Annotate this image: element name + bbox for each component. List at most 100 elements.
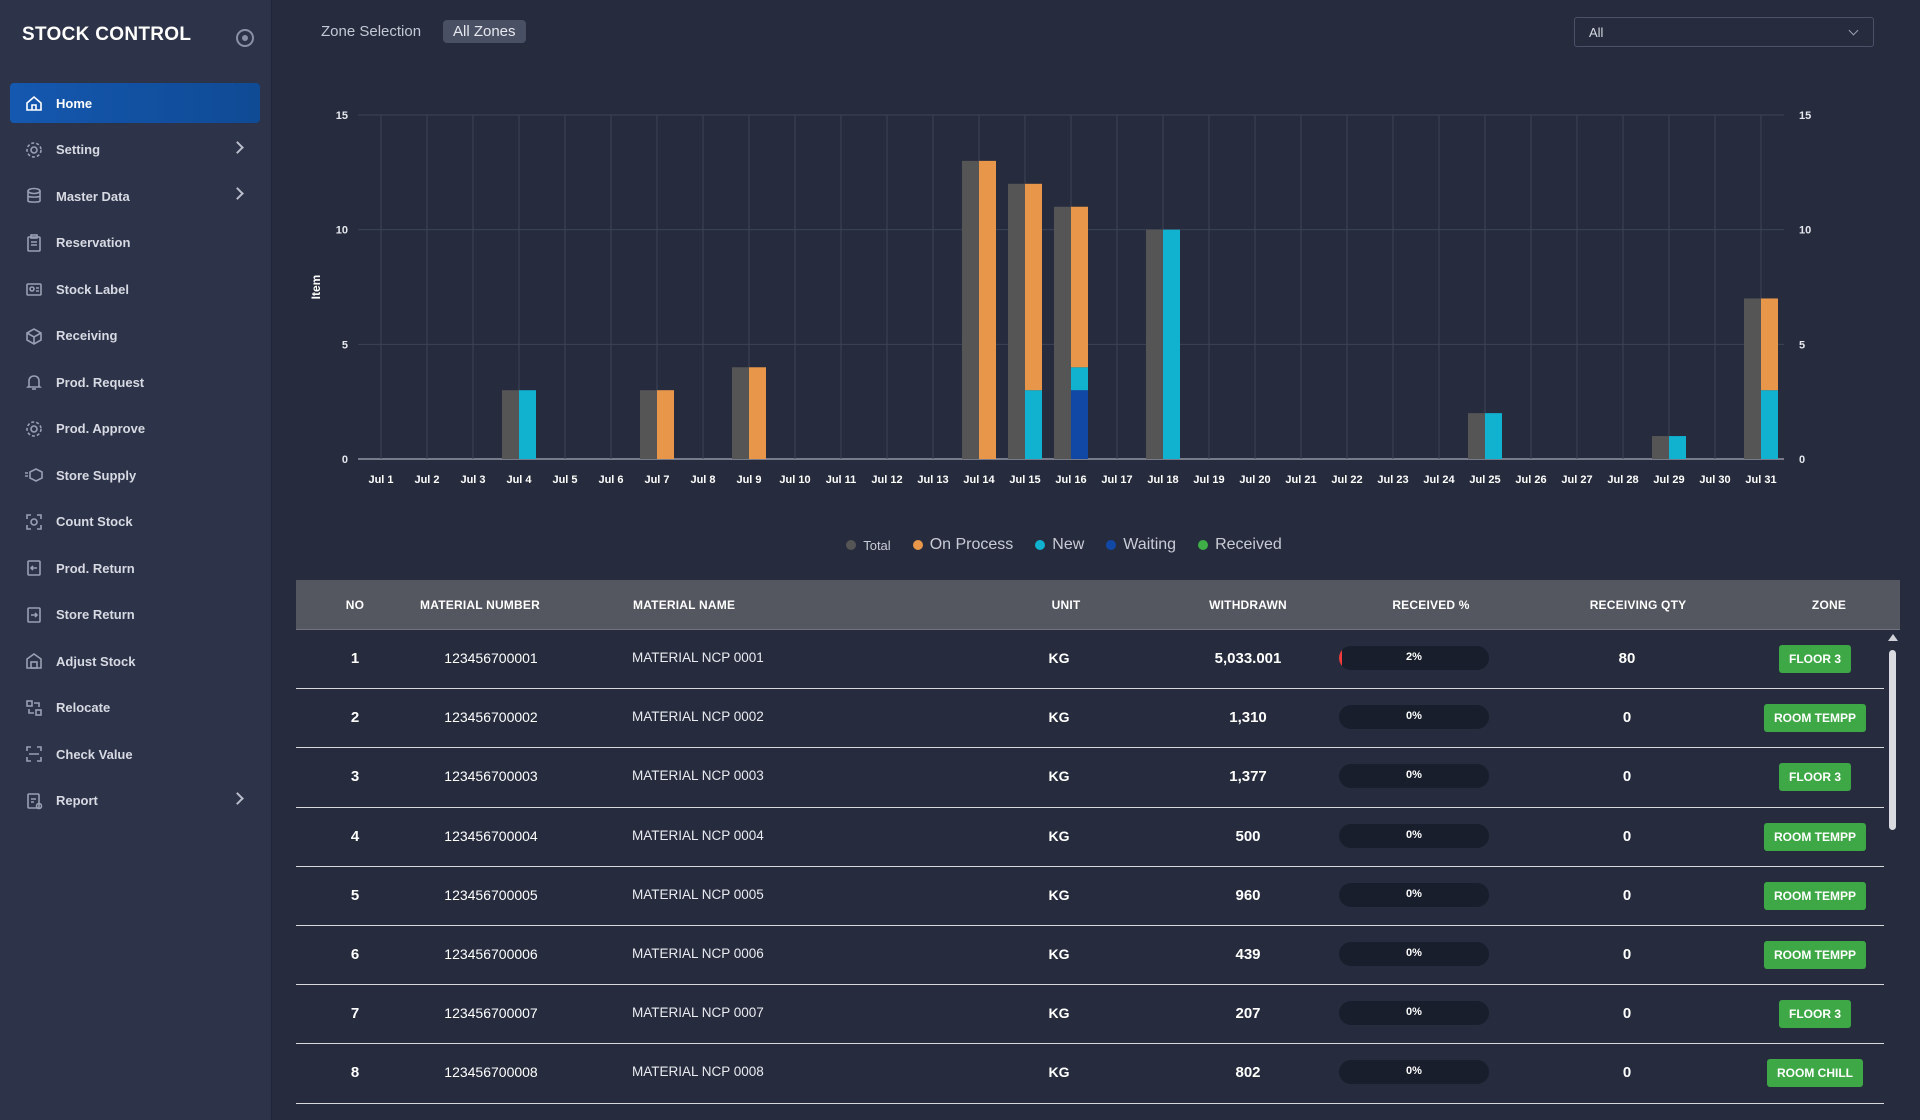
column-header-withdrawn[interactable]: WITHDRAWN [1209, 598, 1287, 612]
zone-badge[interactable]: ROOM TEMPP [1763, 940, 1867, 969]
material-name: MATERIAL NCP 0005 [632, 886, 764, 902]
scroll-up-icon[interactable] [1888, 634, 1898, 641]
bar-on-process[interactable] [1071, 206, 1088, 368]
y-tick-label-right: 5 [1799, 339, 1805, 351]
sidebar-item-prod-return[interactable]: Prod. Return [10, 548, 260, 588]
bar-on-process[interactable] [749, 367, 766, 459]
legend-item-waiting[interactable]: Waiting [1106, 536, 1176, 554]
sidebar-item-count-stock[interactable]: Count Stock [10, 502, 260, 542]
sidebar-item-reservation[interactable]: Reservation [10, 223, 260, 263]
sidebar-item-setting[interactable]: Setting [10, 130, 260, 170]
bar-new[interactable] [1485, 413, 1502, 459]
bar-total[interactable] [1744, 298, 1761, 459]
x-tick-label: Jul 31 [1745, 474, 1776, 486]
bar-new[interactable] [519, 390, 536, 459]
table-scrollbar[interactable] [1886, 632, 1898, 1120]
received-progress-bar: 0% [1339, 1060, 1489, 1085]
column-header-material-name[interactable]: MATERIAL NAME [633, 598, 736, 612]
legend-item-received[interactable]: Received [1198, 536, 1282, 554]
bar-total[interactable] [1652, 436, 1669, 459]
bar-on-process[interactable] [979, 160, 996, 459]
bar-new[interactable] [1071, 367, 1088, 391]
bar-total[interactable] [732, 367, 749, 459]
receiving-qty: 0 [1622, 827, 1632, 845]
id-card-icon [24, 279, 44, 299]
bar-total[interactable] [1054, 206, 1071, 459]
zone-filter-value: All [1589, 25, 1604, 40]
app-title: STOCK CONTROL [22, 24, 192, 45]
legend-marker [1035, 540, 1046, 550]
sidebar-item-home[interactable]: Home [10, 83, 260, 123]
scroll-thumb[interactable] [1889, 650, 1896, 830]
withdrawn: 207 [1235, 1005, 1261, 1023]
zone-badge[interactable]: FLOOR 3 [1778, 1000, 1852, 1029]
sidebar-item-report[interactable]: Report [10, 781, 260, 821]
sidebar-item-prod-request[interactable]: Prod. Request [10, 362, 260, 402]
home-icon [24, 93, 44, 113]
table-row[interactable]: 4 123456700004 MATERIAL NCP 0004 KG 500 0% 0 RO… [296, 807, 1884, 867]
sidebar-item-relocate[interactable]: Relocate [10, 688, 260, 728]
x-tick-label: Jul 9 [736, 474, 761, 486]
table-row[interactable]: 7 123456700007 MATERIAL NCP 0007 KG 207 0% 0 FL… [296, 985, 1884, 1045]
table-row[interactable]: 3 123456700003 MATERIAL NCP 0003 KG 1,377 0% 0… [296, 748, 1884, 808]
x-tick-label: Jul 17 [1101, 474, 1132, 486]
x-tick-label: Jul 29 [1653, 474, 1684, 486]
zone-badge[interactable]: FLOOR 3 [1778, 645, 1852, 673]
material-name: MATERIAL NCP 0004 [632, 827, 764, 843]
bar-total[interactable] [1008, 183, 1025, 460]
sidebar-item-label: Home [56, 95, 93, 111]
zone-badge[interactable]: ROOM CHILL [1767, 1059, 1863, 1088]
x-tick-label: Jul 2 [414, 474, 439, 486]
bar-on-process[interactable] [1025, 183, 1042, 391]
bar-on-process[interactable] [657, 390, 674, 459]
sidebar-item-store-supply[interactable]: Store Supply [10, 455, 260, 495]
bar-waiting[interactable] [1071, 390, 1088, 459]
legend-item-on-process[interactable]: On Process [912, 536, 1013, 554]
sidebar-item-check-value[interactable]: Check Value [10, 734, 260, 774]
table-row[interactable]: 6 123456700006 MATERIAL NCP 0006 KG 439 0% 0 RO… [296, 925, 1884, 986]
sidebar-toggle-icon[interactable] [236, 29, 254, 47]
x-tick-label: Jul 25 [1469, 474, 1500, 486]
sidebar-item-label: Adjust Stock [56, 653, 136, 669]
column-header-material-number[interactable]: MATERIAL NUMBER [420, 598, 540, 612]
table-row[interactable]: 2 123456700002 MATERIAL NCP 0002 KG 1,310 0% 0… [296, 689, 1884, 749]
sidebar-item-receiving[interactable]: Receiving [10, 316, 260, 356]
column-header-received[interactable]: RECEIVED % [1392, 598, 1470, 612]
bar-total[interactable] [1468, 413, 1485, 459]
bar-on-process[interactable] [1761, 298, 1778, 391]
table-row[interactable]: 8 123456700008 MATERIAL NCP 0008 KG 802 0% 0 RO… [296, 1044, 1884, 1104]
table-row[interactable]: 5 123456700005 MATERIAL NCP 0005 KG 960 0% 0 RO… [296, 866, 1884, 926]
row-number: 4 [350, 827, 360, 845]
zone-badge[interactable]: ROOM TEMPP [1763, 822, 1867, 851]
zone-selection-label: Zone Selection [321, 23, 422, 40]
bar-new[interactable] [1669, 436, 1686, 459]
bar-new[interactable] [1761, 390, 1778, 459]
sidebar-item-adjust-stock[interactable]: Adjust Stock [10, 641, 260, 681]
bar-total[interactable] [962, 160, 979, 459]
zone-badge[interactable]: FLOOR 3 [1778, 763, 1852, 792]
zone-badge[interactable]: ROOM TEMPP [1763, 881, 1867, 910]
bar-new[interactable] [1163, 229, 1180, 459]
column-header-zone[interactable]: ZONE [1811, 598, 1847, 612]
bar-new[interactable] [1025, 390, 1042, 459]
bar-total[interactable] [502, 390, 519, 459]
sidebar-item-master-data[interactable]: Master Data [10, 176, 260, 216]
bar-total[interactable] [640, 390, 657, 459]
x-tick-label: Jul 18 [1147, 474, 1178, 486]
legend-item-new[interactable]: New [1035, 536, 1084, 554]
zone-filter-select[interactable]: All [1574, 17, 1874, 47]
bar-total[interactable] [1146, 229, 1163, 459]
sidebar-item-stock-label[interactable]: Stock Label [10, 269, 260, 309]
sidebar-item-store-return[interactable]: Store Return [10, 595, 260, 635]
zone-badge[interactable]: ROOM TEMPP [1763, 704, 1867, 733]
sidebar-item-prod-approve[interactable]: Prod. Approve [10, 409, 260, 449]
column-header-receiving-qty[interactable]: RECEIVING QTY [1589, 598, 1687, 612]
column-header-unit[interactable]: UNIT [1051, 598, 1081, 612]
column-header-no[interactable]: NO [345, 598, 365, 612]
row-number: 5 [350, 886, 360, 904]
receiving-qty: 0 [1622, 768, 1632, 786]
chart-legend: Total On Process New Waiting Received [262, 536, 1866, 554]
legend-item-total[interactable]: Total [846, 536, 891, 554]
zone-chip-all[interactable]: All Zones [443, 20, 526, 43]
table-row[interactable]: 1 123456700001 MATERIAL NCP 0001 KG 5,033.00… [296, 630, 1884, 690]
